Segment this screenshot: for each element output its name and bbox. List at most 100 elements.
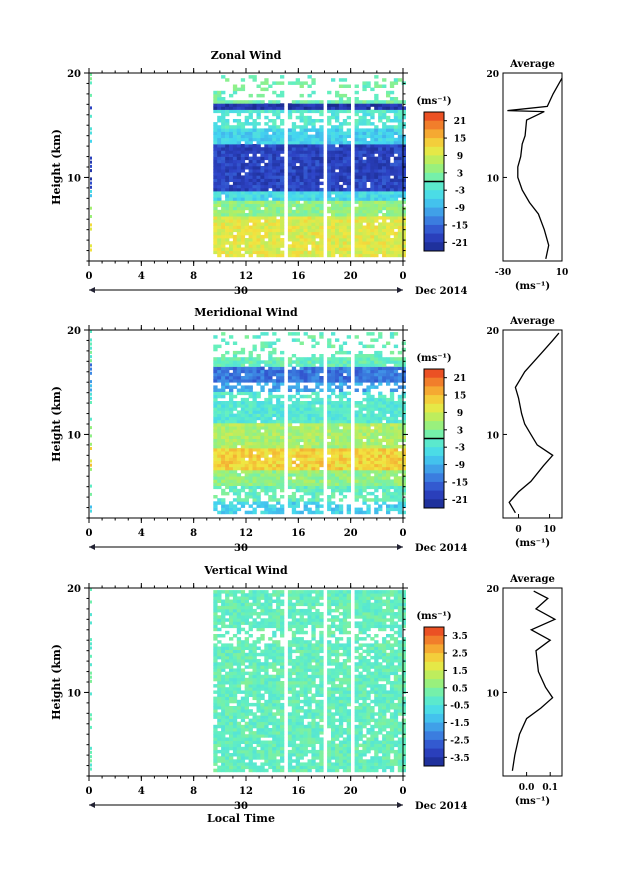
heatmap-cell: [299, 137, 304, 142]
heatmap-cell: [299, 376, 304, 380]
heatmap-cell: [382, 394, 387, 399]
heatmap-cell: [358, 166, 363, 170]
heatmap-cell: [338, 432, 344, 436]
heatmap-cell: [287, 473, 293, 477]
heatmap-cell: [393, 137, 399, 142]
heatmap-cell: [307, 144, 312, 148]
heatmap-cell: [232, 618, 238, 622]
heatmap-cell: [338, 169, 344, 173]
heatmap-cell: [225, 231, 230, 236]
heatmap-cell: [236, 488, 242, 493]
heatmap-cell: [311, 100, 316, 104]
heatmap-cell: [389, 213, 395, 217]
heatmap-cell: [236, 247, 242, 251]
heatmap-cell: [280, 119, 285, 123]
heatmap-cell: [287, 131, 293, 135]
heatmap-cell: [335, 438, 340, 443]
heatmap-cell: [272, 510, 277, 515]
heatmap-cell: [311, 510, 316, 515]
heatmap-cell: [248, 122, 253, 126]
heatmap-cell: [213, 423, 218, 427]
heatmap-cell: [236, 200, 242, 204]
heatmap-cell: [213, 159, 218, 164]
heatmap-cell: [382, 234, 387, 239]
heatmap-cell: [370, 241, 375, 245]
heatmap-cell: [331, 454, 336, 458]
heatmap-cell: [327, 495, 332, 499]
heatmap-cell: [260, 344, 265, 349]
heatmap-cell: [315, 491, 320, 496]
heatmap-cell: [256, 166, 261, 170]
heatmap-cell: [346, 216, 351, 220]
heatmap-cell: [327, 119, 332, 123]
heatmap-cell: [382, 457, 387, 461]
heatmap-cell: [303, 150, 308, 154]
heatmap-cell: [272, 423, 277, 427]
heatmap-cell: [232, 646, 238, 650]
heatmap-cell: [217, 209, 222, 214]
heatmap-cell: [382, 448, 387, 452]
heatmap-cell: [256, 231, 261, 236]
heatmap-cell: [315, 156, 320, 161]
heatmap-cell: [389, 491, 395, 496]
heatmap-cell: [264, 150, 269, 154]
heatmap-cell: [327, 225, 332, 229]
heatmap-cell: [232, 84, 238, 88]
heatmap-cell: [331, 495, 336, 499]
heatmap-cell: [229, 162, 234, 167]
profile-title: Average: [509, 59, 555, 70]
heatmap-cell: [225, 175, 230, 179]
heatmap-cell: [221, 147, 226, 151]
heatmap-cell: [256, 194, 261, 198]
heatmap-cell: [378, 137, 383, 142]
heatmap-cell: [401, 407, 406, 411]
heatmap-cell: [393, 435, 399, 439]
heatmap-cell: [338, 476, 344, 480]
heatmap-cell: [346, 84, 351, 88]
heatmap-cell: [280, 366, 285, 371]
heatmap-cell: [287, 159, 293, 164]
heatmap-cell: [311, 423, 316, 427]
heatmap-cell: [268, 394, 273, 399]
heatmap-cell: [221, 634, 226, 638]
heatmap-cell: [272, 100, 277, 104]
heatmap-cell: [358, 131, 363, 135]
heatmap-cell: [213, 144, 218, 148]
heatmap-cell: [264, 441, 269, 446]
heatmap-cell: [221, 90, 226, 95]
heatmap-cell: [307, 369, 312, 374]
heatmap-cell: [221, 125, 226, 129]
heatmap-cell: [389, 404, 395, 408]
heatmap-cell: [362, 250, 367, 255]
heatmap-cell: [287, 109, 293, 114]
heatmap-cell: [311, 159, 316, 164]
heatmap-cell: [315, 137, 320, 142]
heatmap-cell: [311, 250, 316, 255]
heatmap-cell: [221, 159, 226, 164]
heatmap-cell: [335, 372, 340, 377]
heatmap-cell: [90, 426, 92, 430]
heatmap-cell: [319, 401, 324, 405]
heatmap-cell: [354, 131, 359, 135]
heatmap-cell: [260, 385, 265, 389]
heatmap-cell: [362, 87, 367, 92]
heatmap-cell: [378, 169, 383, 173]
heatmap-cell: [401, 184, 406, 189]
heatmap-cell: [342, 363, 348, 367]
heatmap-cell: [229, 147, 234, 151]
heatmap-cell: [393, 404, 399, 408]
heatmap-cell: [217, 222, 222, 226]
heatmap-cell: [225, 593, 230, 597]
heatmap-cell: [232, 605, 238, 610]
heatmap-cell: [338, 363, 344, 367]
heatmap-cell: [338, 219, 344, 223]
heatmap-cell: [358, 350, 363, 355]
heatmap-cell: [311, 213, 316, 217]
heatmap-cell: [397, 253, 403, 258]
heatmap-cell: [401, 181, 406, 186]
heatmap-cell: [229, 463, 234, 468]
colorbar-segment: [424, 369, 444, 379]
heatmap-cell: [272, 166, 277, 170]
heatmap-cell: [370, 413, 375, 418]
